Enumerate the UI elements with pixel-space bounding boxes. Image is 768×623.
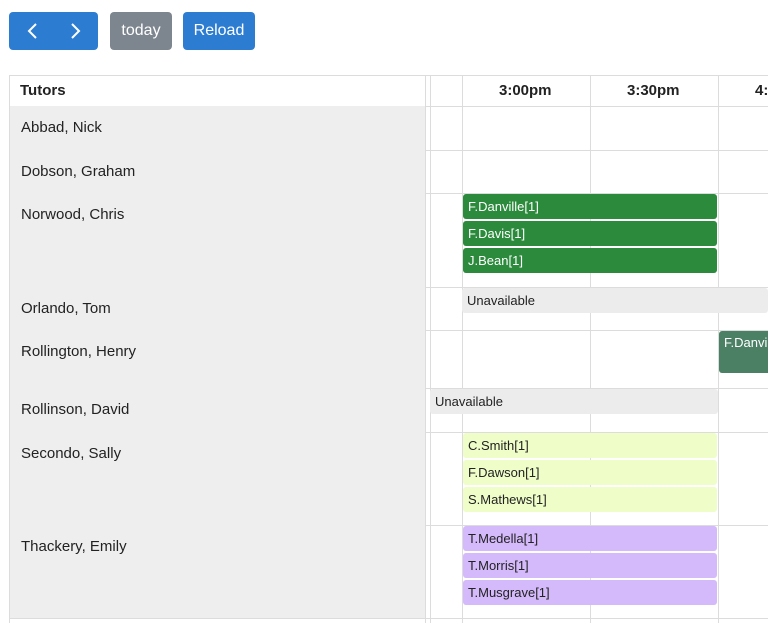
grid-line (462, 75, 463, 623)
tutor-name: Norwood, Chris (10, 193, 425, 287)
event: F.Danvil (719, 331, 768, 373)
time-slot-header: 3:00pm (499, 82, 552, 99)
event: C.Smith[1] (463, 433, 717, 458)
tutor-name: Orlando, Tom (10, 287, 425, 330)
event: F.Danville[1] (463, 194, 717, 219)
grid-line (430, 75, 431, 623)
row-line (9, 618, 768, 619)
event: S.Mathews[1] (463, 487, 717, 512)
grid-line (590, 75, 591, 623)
tutor-name: Rollinson, David (10, 388, 425, 432)
grid-line (425, 75, 426, 623)
time-slot-header: 3:30pm (627, 82, 680, 99)
event: J.Bean[1] (463, 248, 717, 273)
event: F.Dawson[1] (463, 460, 717, 485)
tutor-name: Thackery, Emily (10, 525, 425, 618)
time-slot-header: 4: (755, 82, 768, 99)
tutor-name: Secondo, Sally (10, 432, 425, 525)
event: T.Musgrave[1] (463, 580, 717, 605)
event: T.Medella[1] (463, 526, 717, 551)
grid-line (718, 75, 719, 623)
today-button[interactable]: today (110, 12, 172, 50)
table-left-border (9, 75, 10, 623)
next-button[interactable] (54, 12, 98, 50)
event: T.Morris[1] (463, 553, 717, 578)
table-top-border (9, 75, 768, 76)
tutors-header: Tutors (20, 82, 66, 99)
tutor-name: Dobson, Graham (10, 150, 425, 193)
nav-icons (9, 12, 98, 50)
event: Unavailable (462, 288, 768, 313)
reload-button[interactable]: Reload (183, 12, 255, 50)
tutor-name: Abbad, Nick (10, 106, 425, 150)
tutor-name: Rollington, Henry (10, 330, 425, 388)
prev-button[interactable] (9, 12, 53, 50)
event: Unavailable (430, 389, 718, 414)
nav-group (9, 12, 98, 50)
event: F.Davis[1] (463, 221, 717, 246)
